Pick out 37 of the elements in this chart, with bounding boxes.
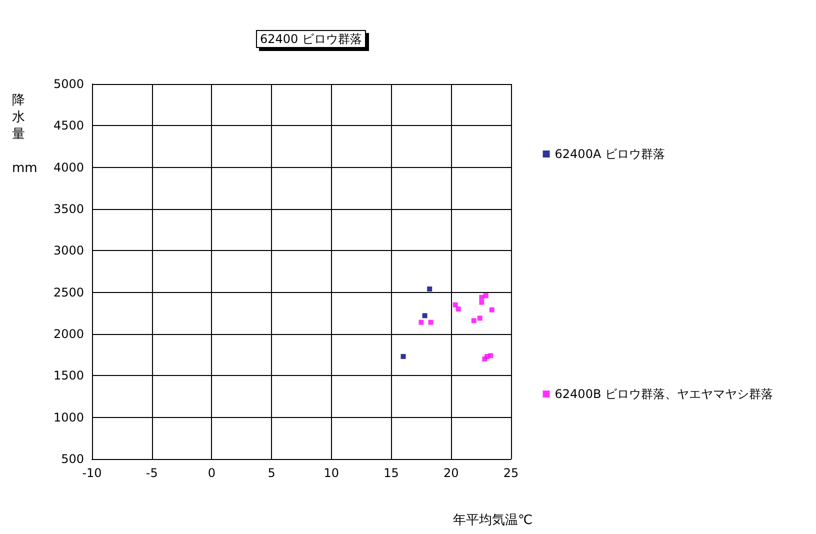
point: [422, 313, 428, 318]
point: [471, 318, 476, 324]
text: 降水量 mm: [12, 93, 38, 176]
point: [452, 302, 458, 308]
y-tick-label: 5000: [53, 77, 84, 91]
x-tick-label: 5: [268, 466, 276, 480]
y-tick-label: 1000: [53, 410, 84, 424]
x-tick-label: 15: [384, 466, 399, 480]
x-tick-label: 10: [324, 466, 340, 480]
y-tick-label: 3500: [53, 202, 84, 216]
point: [400, 354, 406, 359]
point: [479, 294, 484, 300]
x-tick-label: -5: [146, 466, 158, 480]
x-tick-label: -10: [82, 466, 102, 480]
point: [488, 353, 494, 358]
point: [418, 320, 424, 325]
chart-title: 62400 ビロウ群落: [260, 32, 362, 46]
point: [489, 307, 494, 312]
y-tick-label: 4500: [53, 118, 84, 133]
x-axis-title: 年平均気温℃: [453, 513, 533, 528]
legend-label: 62400A ビロウ群落: [554, 147, 665, 161]
point: [428, 320, 434, 325]
y-tick-label: 1500: [53, 368, 84, 383]
point: [483, 293, 488, 298]
y-tick-label: 2500: [53, 285, 84, 300]
y-tick-label: 4000: [53, 160, 84, 174]
point: [479, 300, 484, 305]
point: [477, 316, 482, 321]
y-tick-label: 3000: [53, 244, 84, 258]
point: [456, 306, 461, 312]
x-tick-label: 20: [444, 466, 459, 480]
point: [427, 286, 432, 292]
x-tick-label: 25: [503, 466, 519, 480]
legend-label: 62400B ビロウ群落、ヤエヤマヤシ群落: [554, 387, 774, 401]
y-tick-label: 500: [61, 452, 84, 466]
y-tick-label: 2000: [53, 327, 84, 341]
x-tick-label: 0: [208, 466, 216, 480]
